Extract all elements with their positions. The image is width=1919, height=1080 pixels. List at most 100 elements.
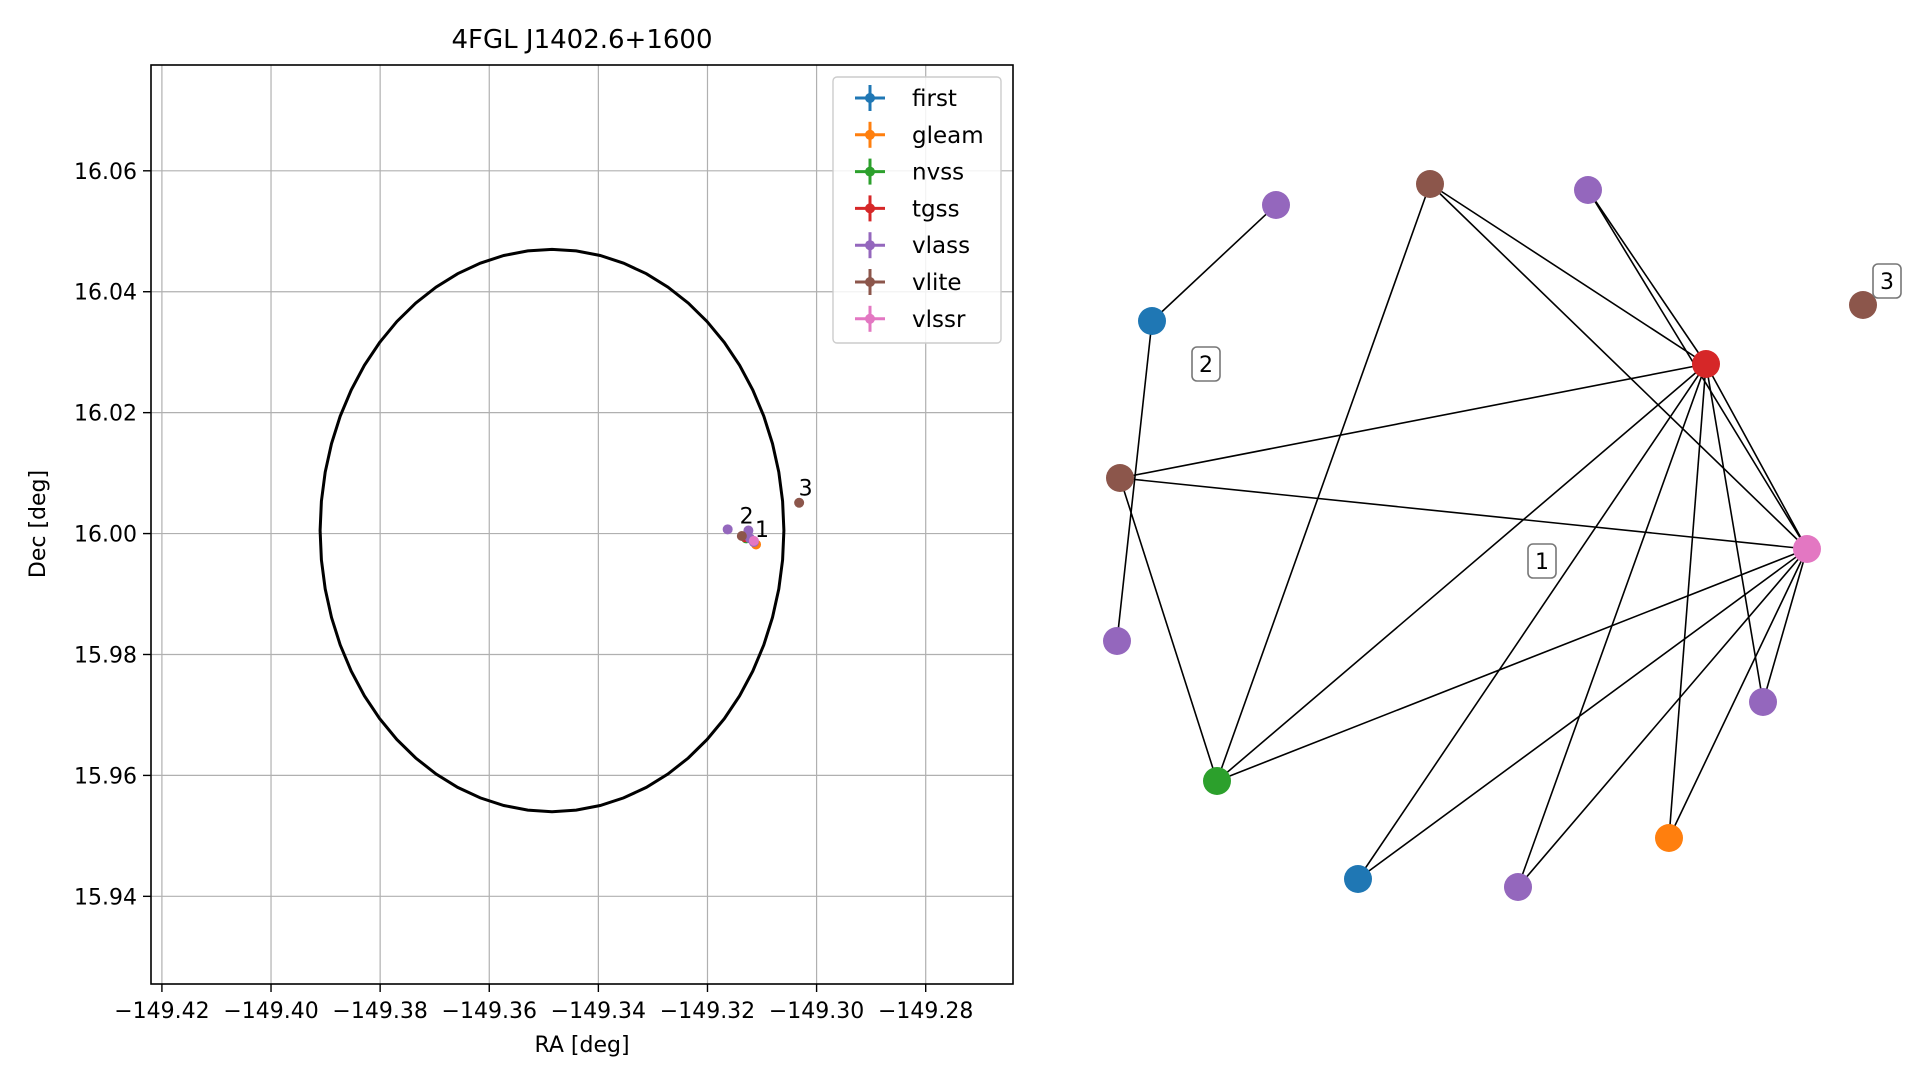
group-label-text: 2 bbox=[1199, 353, 1213, 378]
legend-marker-dot bbox=[865, 277, 875, 287]
legend: first gleam nvss tgss vlass vlite vlssr bbox=[832, 76, 1002, 344]
legend-marker-dot bbox=[865, 166, 875, 177]
y-tick-label: 15.98 bbox=[74, 643, 137, 668]
legend-item-nvss: nvss bbox=[855, 158, 964, 186]
legend-item-first: first bbox=[855, 85, 957, 112]
legend-items: first gleam nvss tgss vlass vlite vlssr bbox=[855, 85, 984, 333]
network-edge bbox=[1151, 204, 1277, 322]
legend-marker-dot bbox=[865, 203, 875, 214]
point-vlite bbox=[736, 530, 747, 541]
legend-label: tgss bbox=[912, 196, 960, 222]
group-label-box bbox=[1872, 263, 1902, 299]
legend-item-vlssr: vlssr bbox=[855, 305, 966, 333]
network-edge bbox=[1119, 363, 1707, 479]
network-node-first-a bbox=[1138, 307, 1166, 335]
legend-item-vlass: vlass bbox=[855, 232, 970, 259]
point-vlass bbox=[722, 524, 733, 535]
group-label: 3 bbox=[1872, 263, 1902, 299]
x-axis-label: RA [deg] bbox=[534, 1033, 629, 1058]
legend-item-tgss: tgss bbox=[855, 195, 960, 222]
point-vlssr bbox=[748, 535, 759, 546]
legend-item-gleam: gleam bbox=[855, 121, 984, 149]
point-annotation: 3 bbox=[799, 476, 813, 501]
network-edge bbox=[1668, 548, 1808, 839]
legend-frame bbox=[832, 76, 1002, 344]
y-tick-label: 16.06 bbox=[74, 160, 137, 185]
group-labels: 1 2 3 bbox=[1191, 263, 1902, 579]
network-edge bbox=[1119, 477, 1218, 782]
network-edges bbox=[1116, 183, 1808, 888]
legend-label: vlssr bbox=[912, 307, 966, 333]
point-annotation: 2 bbox=[740, 504, 754, 529]
x-tick-label: −149.36 bbox=[442, 999, 537, 1024]
network-edge bbox=[1429, 183, 1707, 365]
legend-label: nvss bbox=[912, 160, 964, 186]
grid bbox=[151, 65, 1013, 984]
network-node-vlite-c bbox=[1106, 464, 1134, 492]
y-tick-label: 16.04 bbox=[74, 281, 137, 306]
network-edge bbox=[1705, 363, 1808, 550]
group-label-text: 3 bbox=[1880, 270, 1894, 295]
legend-label: gleam bbox=[912, 123, 984, 149]
network-edge bbox=[1116, 320, 1153, 642]
x-tick-label: −149.28 bbox=[878, 999, 973, 1024]
network-edge bbox=[1216, 363, 1707, 782]
network-edge bbox=[1517, 548, 1808, 888]
network-node-vlass-d bbox=[1749, 688, 1777, 716]
network-edge bbox=[1429, 183, 1808, 550]
group-label-text: 1 bbox=[1535, 550, 1549, 575]
x-axis-ticks: −149.42 −149.40 −149.38 −149.36 −149.34 −149.… bbox=[114, 984, 973, 1024]
legend-marker-dot bbox=[865, 129, 875, 140]
network-nodes bbox=[1103, 170, 1877, 901]
network-edge bbox=[1357, 363, 1707, 880]
y-axis-label: Dec [deg] bbox=[26, 470, 51, 578]
point-annotation: 1 bbox=[755, 518, 769, 543]
legend-label: vlass bbox=[912, 233, 970, 259]
legend-label: vlite bbox=[912, 270, 962, 296]
network-edge bbox=[1587, 189, 1707, 365]
group-label: 2 bbox=[1191, 346, 1221, 382]
localization-ellipse bbox=[318, 247, 786, 814]
y-tick-label: 16.00 bbox=[74, 523, 137, 548]
network-edge bbox=[1357, 548, 1808, 880]
group-label-box bbox=[1191, 346, 1221, 382]
legend-item-vlite: vlite bbox=[855, 269, 962, 296]
x-tick-label: −149.30 bbox=[769, 999, 864, 1024]
network-graph: 1 2 3 bbox=[1103, 170, 1902, 901]
network-node-vlass-b bbox=[1574, 176, 1602, 204]
network-node-vlass-c bbox=[1103, 627, 1131, 655]
network-edge bbox=[1216, 183, 1431, 782]
point-annotations: 12 3 bbox=[740, 476, 813, 543]
data-points bbox=[722, 497, 805, 550]
network-node-nvss bbox=[1203, 767, 1231, 795]
network-node-tgss bbox=[1692, 350, 1720, 378]
network-edge bbox=[1216, 548, 1808, 782]
network-node-gleam bbox=[1655, 824, 1683, 852]
legend-marker-dot bbox=[865, 313, 875, 324]
y-tick-label: 16.02 bbox=[74, 402, 137, 427]
chart-title: 4FGL J1402.6+1600 bbox=[452, 25, 713, 55]
network-node-vlass-e bbox=[1504, 873, 1532, 901]
network-node-vlass-a bbox=[1262, 191, 1290, 219]
x-tick-label: −149.38 bbox=[332, 999, 427, 1024]
x-tick-label: −149.32 bbox=[660, 999, 755, 1024]
group-label-box bbox=[1527, 543, 1557, 579]
point-vlass bbox=[743, 525, 754, 536]
plot-frame bbox=[150, 64, 1014, 985]
x-tick-label: −149.42 bbox=[114, 999, 209, 1024]
y-axis-ticks: 15.94 15.96 15.98 16.00 16.02 16.04 16.06 bbox=[74, 160, 151, 910]
legend-marker-dot bbox=[865, 93, 875, 103]
group-label: 1 bbox=[1527, 543, 1557, 579]
legend-label: first bbox=[912, 86, 957, 112]
network-edge bbox=[1705, 363, 1764, 703]
y-tick-label: 15.94 bbox=[74, 885, 137, 910]
network-node-vlite-b bbox=[1849, 291, 1877, 319]
x-tick-label: −149.40 bbox=[223, 999, 318, 1024]
point-vlite bbox=[794, 497, 805, 508]
y-tick-label: 15.96 bbox=[74, 764, 137, 789]
network-edge bbox=[1668, 363, 1707, 839]
legend-marker-dot bbox=[865, 240, 875, 251]
network-node-vlssr bbox=[1793, 535, 1821, 563]
x-tick-label: −149.34 bbox=[551, 999, 646, 1024]
